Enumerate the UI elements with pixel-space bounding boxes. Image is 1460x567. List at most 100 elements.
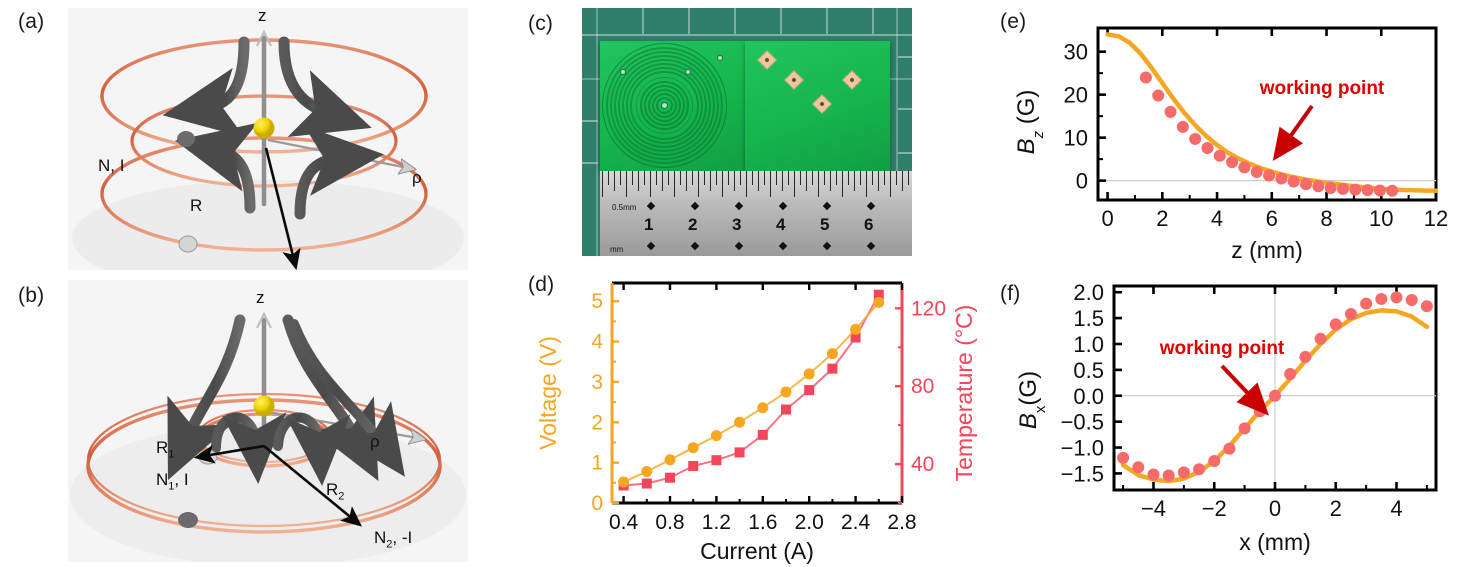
data-point [1420, 300, 1433, 313]
y-tick-label: 1 [591, 452, 603, 475]
mat-gridline [582, 120, 598, 122]
x-tick-label: 0 [1269, 496, 1281, 521]
data-point [1177, 466, 1190, 479]
y-axis-label: Bx(G) [1015, 371, 1049, 429]
mat-gridline [780, 8, 782, 34]
ruler-number-4: 4 [776, 215, 786, 234]
data-point [1314, 332, 1327, 345]
data-point [1117, 451, 1130, 464]
mat-gridline [896, 8, 898, 256]
temperature-point [804, 385, 815, 396]
voltage-point [850, 323, 862, 335]
panel-e: (e) 0 2 4 6 8 10 12 0 10 20 30 working point z (mm) B… [990, 0, 1460, 268]
ruler-small-label: 0.5mm [612, 203, 637, 212]
temperature-line [623, 294, 880, 487]
ruler-number-6: 6 [864, 215, 874, 234]
via-center [661, 102, 668, 109]
y-tick-label: 4 [591, 331, 603, 354]
pcb-board-coil [600, 41, 748, 171]
data-point [1312, 180, 1325, 193]
mat-gridline [596, 8, 598, 256]
x-tick-label: 4 [1211, 206, 1223, 231]
x-axis-label: Current (A) [700, 538, 814, 564]
data-point [1373, 184, 1386, 197]
data-point [1287, 175, 1300, 188]
panel-b-schematic: z R1 N1, I R2 N2, -I ρ [68, 280, 468, 562]
panel-f: (f) −4 −2 0 2 4 −1.5 −1.0 −0.5 0.0 0.5 1.0 1.5 2.0 wo… [990, 268, 1460, 567]
pcb-board-pads [745, 41, 890, 171]
data-point [1139, 71, 1152, 84]
panel-f-chart: −4 −2 0 2 4 −1.5−1.0−0.50.00.51.01.52.0 workin… [1015, 280, 1438, 555]
panel-b-label-radius-inner: R1 [156, 438, 175, 461]
data-point [1201, 141, 1214, 154]
data-point [1223, 442, 1236, 455]
data-point [1361, 184, 1374, 197]
data-point [1263, 169, 1276, 182]
smd-pad [842, 70, 862, 90]
x-tick-label: 6 [1266, 206, 1278, 231]
x-axis-label: x (mm) [1239, 529, 1311, 555]
data-point [1238, 422, 1251, 435]
working-point-label: working point [1259, 78, 1385, 99]
y-axis-label-group: Bz (G) [1013, 90, 1047, 155]
x-tick-label: 2.4 [841, 511, 871, 534]
x-tick-label: 12 [1424, 206, 1448, 231]
data-point [1193, 463, 1206, 476]
temperature-point [688, 461, 699, 472]
data-point [1226, 156, 1239, 169]
data-point [1213, 149, 1226, 162]
panel-e-tag: (e) [1000, 10, 1027, 33]
ruler-number-1: 1 [644, 215, 654, 234]
data-point [1269, 389, 1281, 402]
coil-schematic-svg [68, 8, 468, 270]
x-tick-label: 2.8 [887, 511, 916, 534]
temperature-point [641, 478, 652, 489]
ruler-unit-label: mm [610, 245, 624, 254]
working-point-arrow [1220, 364, 1270, 416]
panel-a-label-coil: N, I [98, 156, 125, 175]
data-point [1324, 181, 1337, 194]
model-curve [1105, 32, 1439, 194]
data-point [1250, 166, 1263, 179]
voltage-point [803, 368, 815, 380]
y-tick-label: 1.0 [1073, 332, 1104, 357]
data-point [1329, 318, 1342, 331]
voltage-point [780, 386, 792, 398]
panel-d-tag: (d) [528, 273, 555, 296]
data-point [1360, 297, 1373, 310]
panel-f-tag: (f) [1000, 282, 1021, 305]
voltage-point [873, 296, 885, 308]
mat-gridline [898, 152, 912, 154]
x-tick-label: 2 [1156, 206, 1168, 231]
panel-c: (c) [520, 0, 960, 262]
data-point [1299, 350, 1312, 363]
voltage-point [687, 442, 699, 454]
y-axis-label-group: Bx(G) [1015, 371, 1049, 429]
panel-a-label-radial: ρ [412, 168, 422, 187]
mat-gridline [582, 162, 598, 164]
data-point [1132, 461, 1145, 474]
data-point [1375, 292, 1388, 305]
x-tick-label: 0 [1101, 206, 1113, 231]
data-point [1162, 469, 1175, 482]
temperature-point [665, 472, 675, 483]
temperature-point [850, 332, 861, 343]
data-point [1344, 307, 1357, 320]
via [717, 55, 723, 61]
data-point [1176, 120, 1189, 133]
temperature-point [711, 455, 722, 466]
x-tick-label: 2.0 [795, 511, 824, 534]
voltage-point [710, 430, 722, 442]
data-point [1405, 293, 1418, 306]
mat-gridline [734, 8, 736, 34]
panel-d-chart: 0.4 0.8 1.2 1.6 2.0 2.4 2.8 0 1 2 3 4 5 40 80 120 Curren… [535, 281, 977, 564]
panel-c-tag: (c) [528, 12, 554, 35]
y-tick-label: 30 [1064, 40, 1088, 65]
panel-b: (b) [0, 272, 480, 567]
x-tick-label: 2 [1330, 496, 1342, 521]
data-point [1253, 405, 1266, 418]
mat-gridline [582, 34, 912, 36]
data-point [1336, 182, 1349, 195]
data-point [1386, 184, 1399, 197]
x-tick-label: 4 [1390, 496, 1402, 521]
